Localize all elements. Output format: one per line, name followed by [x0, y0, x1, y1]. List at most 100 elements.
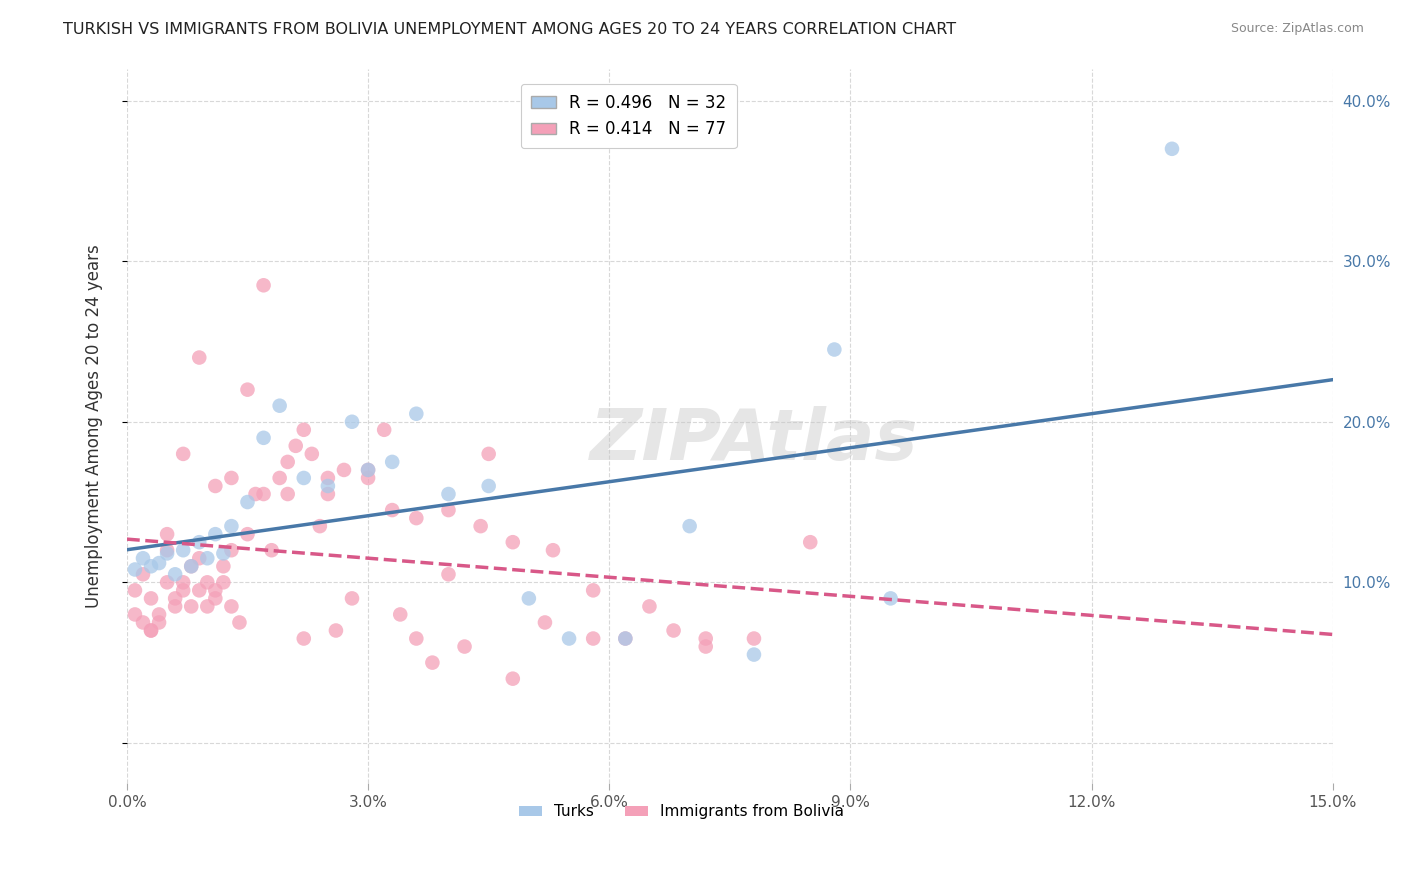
Point: [252, 278, 274, 293]
Point: [405, 511, 427, 525]
Point: [165, 599, 187, 614]
Point: [437, 567, 460, 582]
Point: [357, 463, 380, 477]
Point: [316, 471, 339, 485]
Point: [333, 463, 356, 477]
Point: [180, 559, 202, 574]
Point: [381, 503, 404, 517]
Point: [172, 447, 194, 461]
Point: [172, 583, 194, 598]
Point: [212, 575, 235, 590]
Y-axis label: Unemployment Among Ages 20 to 24 years: Unemployment Among Ages 20 to 24 years: [86, 244, 103, 607]
Point: [188, 535, 211, 549]
Point: [139, 624, 162, 638]
Point: [405, 632, 427, 646]
Point: [252, 431, 274, 445]
Point: [132, 567, 155, 582]
Point: [437, 487, 460, 501]
Point: [148, 607, 170, 622]
Point: [195, 599, 218, 614]
Point: [357, 463, 380, 477]
Point: [381, 455, 404, 469]
Point: [614, 632, 637, 646]
Text: ZIPAtlas: ZIPAtlas: [589, 406, 918, 475]
Point: [124, 583, 146, 598]
Point: [1161, 142, 1184, 156]
Point: [373, 423, 395, 437]
Point: [188, 551, 211, 566]
Point: [679, 519, 702, 533]
Point: [124, 562, 146, 576]
Text: TURKISH VS IMMIGRANTS FROM BOLIVIA UNEMPLOYMENT AMONG AGES 20 TO 24 YEARS CORREL: TURKISH VS IMMIGRANTS FROM BOLIVIA UNEMP…: [63, 22, 956, 37]
Point: [316, 479, 339, 493]
Point: [188, 351, 211, 365]
Point: [132, 551, 155, 566]
Point: [269, 471, 291, 485]
Point: [879, 591, 901, 606]
Point: [277, 455, 299, 469]
Point: [478, 447, 501, 461]
Point: [389, 607, 412, 622]
Point: [582, 583, 605, 598]
Point: [517, 591, 540, 606]
Point: [221, 519, 243, 533]
Point: [316, 487, 339, 501]
Point: [148, 615, 170, 630]
Point: [172, 543, 194, 558]
Point: [502, 535, 524, 549]
Point: [340, 415, 363, 429]
Point: [277, 487, 299, 501]
Point: [139, 559, 162, 574]
Text: Source: ZipAtlas.com: Source: ZipAtlas.com: [1230, 22, 1364, 36]
Point: [195, 551, 218, 566]
Point: [236, 383, 259, 397]
Point: [195, 575, 218, 590]
Point: [340, 591, 363, 606]
Point: [139, 624, 162, 638]
Point: [799, 535, 821, 549]
Point: [148, 556, 170, 570]
Point: [357, 471, 380, 485]
Point: [453, 640, 475, 654]
Point: [614, 632, 637, 646]
Point: [502, 672, 524, 686]
Point: [212, 559, 235, 574]
Point: [204, 583, 226, 598]
Point: [221, 543, 243, 558]
Point: [437, 503, 460, 517]
Point: [292, 471, 315, 485]
Point: [405, 407, 427, 421]
Point: [204, 527, 226, 541]
Point: [236, 495, 259, 509]
Point: [422, 656, 444, 670]
Point: [165, 567, 187, 582]
Point: [638, 599, 661, 614]
Point: [221, 471, 243, 485]
Point: [156, 575, 179, 590]
Point: [204, 591, 226, 606]
Point: [180, 559, 202, 574]
Point: [204, 479, 226, 493]
Point: [188, 583, 211, 598]
Point: [284, 439, 307, 453]
Point: [172, 575, 194, 590]
Point: [478, 479, 501, 493]
Point: [662, 624, 685, 638]
Point: [325, 624, 347, 638]
Point: [221, 599, 243, 614]
Point: [139, 591, 162, 606]
Point: [252, 487, 274, 501]
Point: [470, 519, 492, 533]
Point: [228, 615, 250, 630]
Point: [558, 632, 581, 646]
Point: [292, 423, 315, 437]
Legend: Turks, Immigrants from Bolivia: Turks, Immigrants from Bolivia: [513, 798, 851, 825]
Point: [301, 447, 323, 461]
Point: [308, 519, 330, 533]
Point: [534, 615, 557, 630]
Point: [236, 527, 259, 541]
Point: [823, 343, 845, 357]
Point: [165, 591, 187, 606]
Point: [156, 546, 179, 560]
Point: [582, 632, 605, 646]
